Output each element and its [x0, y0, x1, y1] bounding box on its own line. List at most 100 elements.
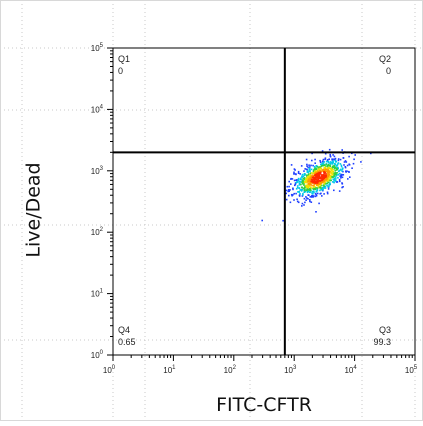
event-dot: [305, 189, 308, 192]
event-dot: [332, 173, 334, 175]
event-dot: [349, 176, 351, 178]
event-dot: [340, 177, 342, 179]
event-dot: [347, 170, 350, 173]
event-dot: [293, 171, 295, 174]
event-dot: [312, 195, 315, 197]
event-dot: [337, 162, 340, 164]
event-dot: [301, 195, 304, 197]
event-dot: [311, 194, 314, 197]
event-dot: [330, 179, 332, 182]
event-dot: [329, 176, 332, 178]
event-dot: [329, 182, 331, 184]
event-dot: [341, 170, 343, 172]
event-dot: [309, 172, 312, 174]
event-dot: [300, 181, 302, 183]
event-dot: [326, 174, 328, 176]
event-dot: [331, 176, 333, 178]
event-dot: [300, 179, 303, 181]
event-dot: [308, 183, 310, 185]
quadrant-value: 0.65: [118, 337, 136, 347]
event-dot: [305, 199, 307, 201]
event-dot: [324, 158, 326, 161]
event-dot: [310, 164, 312, 167]
event-dot: [333, 180, 335, 182]
event-dot: [314, 195, 317, 198]
event-dot: [311, 184, 313, 187]
event-dot: [345, 161, 348, 163]
x-tick-label: 104: [344, 365, 357, 375]
event-dot: [296, 186, 299, 189]
event-dot: [303, 177, 306, 179]
event-dot: [312, 170, 315, 173]
event-dot: [324, 185, 327, 188]
event-dot: [314, 178, 317, 180]
event-dot: [299, 173, 301, 175]
x-tick-label: 102: [224, 365, 237, 375]
event-dot: [328, 185, 330, 187]
event-dot: [309, 196, 312, 198]
event-dot: [332, 169, 334, 171]
event-dot: [352, 162, 355, 165]
event-dot: [293, 168, 296, 170]
event-dot: [334, 157, 337, 160]
event-dot: [306, 197, 308, 199]
event-dot: [327, 173, 329, 175]
event-dot: [307, 190, 310, 192]
event-dot: [323, 171, 325, 173]
event-dot: [327, 186, 329, 188]
event-dot: [333, 177, 336, 179]
event-dot: [308, 175, 311, 177]
event-dot: [335, 174, 338, 177]
event-dot: [293, 199, 295, 201]
event-dot: [312, 186, 315, 188]
event-dot: [331, 159, 333, 161]
event-dot: [290, 164, 293, 166]
event-dot: [303, 184, 305, 186]
event-dot: [333, 189, 335, 192]
event-dot: [338, 178, 341, 181]
event-dot: [300, 188, 302, 191]
event-dot: [360, 161, 362, 163]
event-dot: [309, 174, 311, 176]
event-dot: [315, 178, 318, 181]
event-dot: [306, 191, 309, 194]
event-dot: [318, 179, 321, 182]
event-dot: [318, 177, 321, 179]
event-dot: [287, 190, 289, 193]
event-dot: [288, 180, 290, 183]
event-dot: [339, 180, 341, 183]
event-dot: [331, 171, 333, 173]
event-dot: [342, 157, 345, 159]
event-dot: [301, 186, 303, 189]
quadrant-name: Q2: [379, 54, 391, 64]
event-dot: [309, 189, 311, 191]
event-dot: [293, 179, 296, 182]
event-dot: [323, 184, 325, 186]
event-dot: [311, 192, 313, 195]
event-dot: [324, 183, 326, 185]
event-dot: [290, 183, 292, 185]
event-dot: [285, 189, 288, 192]
event-dot: [334, 166, 337, 169]
event-dot: [317, 174, 320, 177]
event-dot: [309, 170, 311, 172]
x-axis-ticks: 100 101 102 103 104 105: [103, 355, 418, 375]
event-dot: [323, 164, 326, 166]
event-dot: [305, 158, 308, 161]
event-dot: [308, 177, 310, 179]
event-dot: [330, 163, 332, 165]
event-dot: [332, 178, 335, 180]
event-dot: [322, 164, 324, 167]
event-dot: [334, 163, 337, 165]
event-dot: [339, 158, 342, 161]
event-dot: [297, 178, 300, 181]
event-dot: [306, 163, 308, 166]
event-dot: [323, 176, 325, 178]
event-dot: [328, 158, 330, 160]
event-dot: [320, 188, 322, 190]
event-dot: [295, 173, 297, 176]
event-dot: [333, 181, 335, 184]
event-dot: [333, 158, 335, 161]
event-dot: [310, 187, 313, 189]
